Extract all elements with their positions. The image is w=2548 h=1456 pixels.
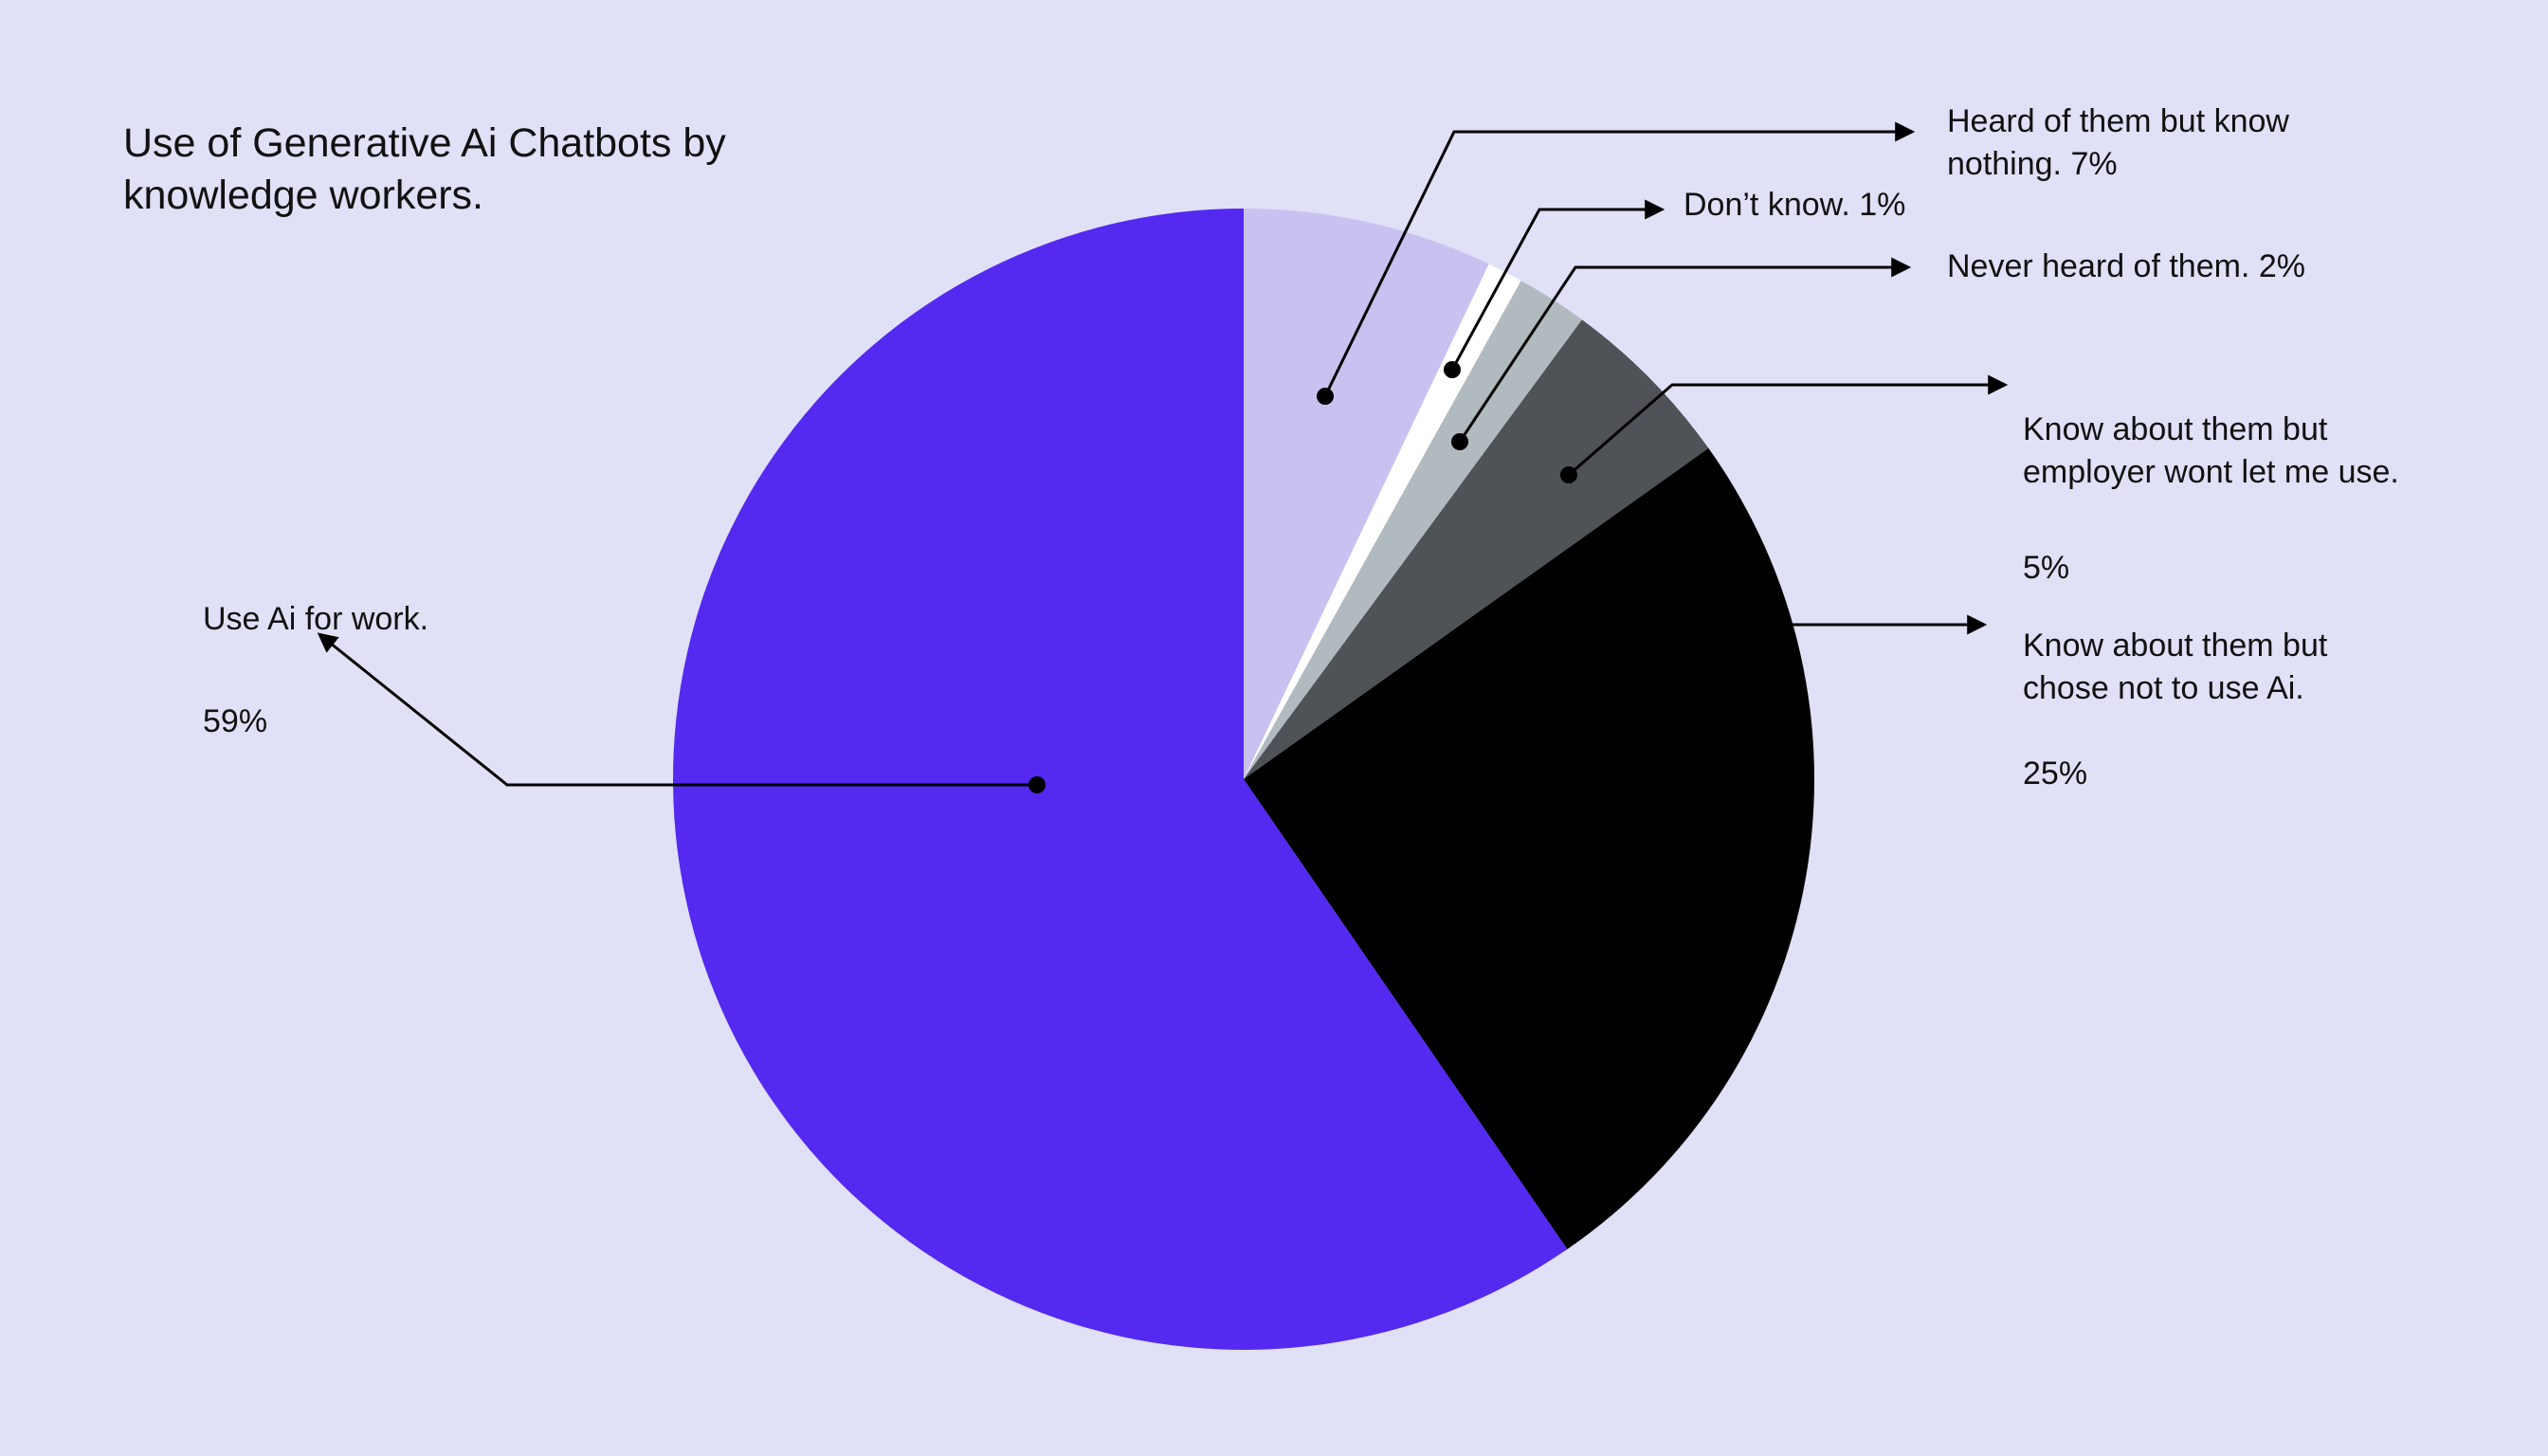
leader-employer-wont — [1568, 374, 2009, 477]
label-use-ai-text: Use Ai for work. — [203, 601, 429, 637]
label-chose-not-pct: 25% — [2023, 755, 2088, 792]
slice-dont-know — [1244, 264, 1521, 779]
slice-chose-not — [1244, 447, 1814, 1249]
label-use-ai: Use Ai for work. 59% — [203, 555, 428, 786]
leader-dont-know — [1450, 199, 1665, 371]
slice-employer-wont — [1244, 319, 1709, 779]
label-employer-wont-text: Know about them but employer wont let me… — [2023, 411, 2399, 490]
leader-heard-nothing — [1323, 121, 1916, 397]
slice-use-ai — [673, 209, 1568, 1350]
leader-use-ai — [317, 632, 1037, 787]
slice-heard-nothing — [1244, 209, 1489, 779]
leader-never-heard-dot — [1451, 433, 1468, 450]
label-never-heard-pct: 2% — [2258, 248, 2305, 284]
label-chose-not: Know about them but chose not to use Ai.… — [2023, 582, 2327, 838]
chart-title: Use of Generative Ai Chatbots by knowled… — [123, 120, 726, 218]
label-dont-know-text: Don’t know. — [1684, 187, 1850, 223]
leader-never-heard — [1458, 257, 1912, 443]
label-never-heard: Never heard of them. 2% — [1947, 246, 2305, 288]
label-employer-wont-pct: 5% — [2023, 550, 2070, 586]
label-dont-know: Don’t know. 1% — [1684, 184, 1905, 227]
label-heard-nothing-pct: 7% — [2070, 146, 2118, 182]
label-heard-nothing-text: Heard of them but know nothing. — [1947, 103, 2289, 182]
label-dont-know-pct: 1% — [1859, 187, 1906, 223]
leader-employer-wont-dot — [1560, 466, 1577, 483]
leader-use-ai-dot — [1028, 776, 1046, 793]
slice-never-heard — [1244, 280, 1582, 779]
leader-heard-nothing-dot — [1317, 388, 1334, 405]
label-employer-wont: Know about them but employer wont let me… — [2023, 366, 2399, 632]
label-use-ai-pct: 59% — [203, 703, 268, 739]
leader-dont-know-dot — [1444, 361, 1461, 378]
label-never-heard-text: Never heard of them. — [1947, 248, 2250, 284]
label-heard-nothing: Heard of them but know nothing. 7% — [1947, 100, 2289, 186]
label-chose-not-text: Know about them but chose not to use Ai. — [2023, 628, 2328, 706]
